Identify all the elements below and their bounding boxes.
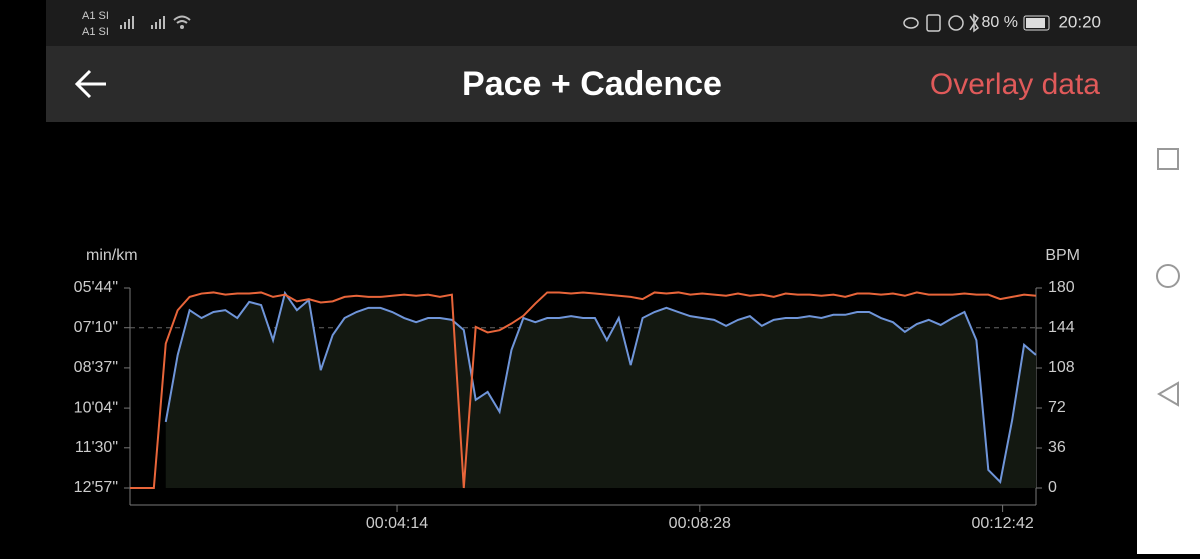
signal-icons <box>120 15 191 29</box>
home-button[interactable] <box>1156 264 1180 288</box>
x-tick-label: 00:04:14 <box>366 515 428 532</box>
y-axis-label: min/km <box>86 247 138 264</box>
y-tick-label: 08'37" <box>74 359 118 376</box>
clock: 20:20 <box>1058 12 1101 31</box>
back-nav-button[interactable] <box>1157 381 1179 407</box>
y-tick-label: 12'57" <box>74 479 118 496</box>
recents-button[interactable] <box>1157 148 1179 170</box>
series-line <box>164 290 1037 485</box>
nav-bar <box>1137 0 1200 554</box>
status-icons <box>903 13 980 33</box>
battery-fill <box>1026 18 1045 28</box>
battery-icon <box>1023 15 1050 31</box>
screen-title: Pace + Cadence <box>462 65 722 103</box>
y2-tick-label: 0 <box>1048 479 1057 496</box>
y2-tick-label: 108 <box>1048 359 1075 376</box>
y-tick-label: 07'10" <box>74 319 118 336</box>
app-bar <box>46 46 1137 122</box>
y-tick-label: 11'30" <box>75 439 118 456</box>
back-button[interactable] <box>74 69 106 99</box>
y-tick-label: 10'04" <box>74 399 118 416</box>
carrier: A1 SI <box>82 26 109 38</box>
carrier: A1 SI <box>82 10 109 22</box>
chart: min/km BPM 05'44" 07'10" 08'37" 10'04" 11'30… <box>74 247 1080 532</box>
y2-tick-label: 36 <box>1048 439 1066 456</box>
status-bar <box>46 0 1137 46</box>
y-tick-label: 05'44" <box>74 279 118 296</box>
series-line <box>130 291 1037 489</box>
x-tick-label: 00:08:28 <box>669 515 731 532</box>
y2-tick-label: 144 <box>1048 319 1075 336</box>
x-tick-label: 00:12:42 <box>971 515 1033 532</box>
y2-tick-label: 72 <box>1048 399 1066 416</box>
series-area <box>165 293 1036 488</box>
battery-level: 80 % <box>982 14 1018 31</box>
y2-tick-label: 180 <box>1048 279 1075 296</box>
overlay-data-button[interactable]: Overlay data <box>930 68 1100 101</box>
y2-axis-label: BPM <box>1045 247 1080 264</box>
